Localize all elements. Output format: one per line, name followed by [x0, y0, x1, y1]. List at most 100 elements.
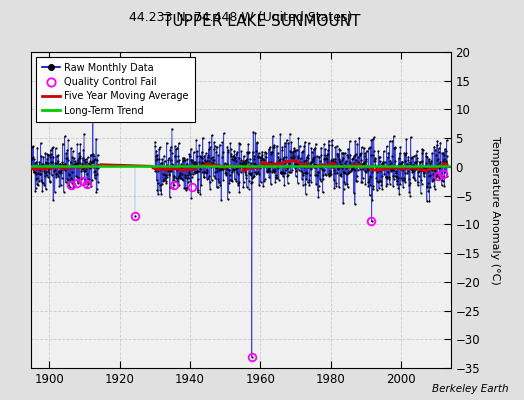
Point [349, 164, 357, 170]
Point [240, 164, 248, 171]
Point [89, 151, 97, 157]
Point [352, 157, 361, 163]
Point [247, 170, 255, 176]
Point [171, 143, 179, 149]
Point [185, 171, 194, 178]
Point [86, 180, 94, 186]
Point [402, 163, 411, 169]
Point [365, 192, 374, 199]
Point [271, 174, 280, 180]
Point [233, 149, 242, 155]
Point [188, 174, 196, 180]
Point [188, 156, 196, 163]
Point [289, 152, 297, 158]
Point [368, 183, 377, 189]
Point [285, 162, 293, 169]
Point [269, 133, 277, 139]
Point [265, 173, 274, 180]
Point [413, 158, 421, 165]
Point [358, 179, 366, 186]
Point [62, 150, 70, 156]
Point [199, 134, 207, 141]
Point [429, 165, 437, 172]
Point [46, 154, 54, 160]
Point [324, 137, 333, 144]
Point [266, 160, 275, 166]
Point [60, 165, 68, 171]
Point [276, 156, 284, 162]
Point [364, 165, 372, 171]
Point [70, 181, 79, 188]
Point [28, 155, 36, 161]
Point [442, 159, 451, 165]
Point [52, 152, 61, 159]
Point [195, 142, 203, 148]
Point [352, 151, 360, 157]
Point [69, 162, 78, 169]
Point [37, 177, 46, 183]
Point [228, 153, 237, 160]
Point [292, 158, 300, 164]
Point [198, 149, 206, 155]
Point [260, 178, 269, 184]
Point [419, 168, 427, 174]
Point [189, 171, 197, 178]
Point [331, 170, 340, 176]
Point [351, 201, 359, 208]
Point [30, 156, 38, 163]
Point [381, 165, 389, 171]
Point [308, 164, 316, 170]
Point [376, 168, 384, 174]
Point [244, 141, 253, 147]
Point [283, 172, 292, 178]
Point [355, 166, 364, 172]
Point [203, 158, 212, 165]
Point [208, 132, 216, 138]
Point [60, 133, 69, 140]
Point [386, 162, 395, 168]
Point [286, 169, 294, 176]
Point [159, 171, 167, 178]
Point [244, 149, 253, 156]
Point [267, 159, 275, 165]
Point [193, 148, 201, 155]
Point [173, 175, 182, 182]
Point [443, 153, 451, 159]
Point [352, 178, 360, 184]
Point [287, 149, 295, 156]
Point [269, 168, 278, 174]
Point [154, 180, 162, 186]
Point [438, 177, 446, 184]
Point [354, 154, 362, 160]
Point [46, 178, 54, 184]
Point [64, 137, 72, 143]
Point [184, 175, 193, 181]
Point [304, 164, 313, 170]
Point [281, 170, 289, 176]
Point [90, 153, 98, 160]
Point [89, 158, 97, 164]
Point [320, 155, 329, 162]
Point [428, 177, 436, 184]
Point [379, 148, 388, 154]
Point [381, 165, 390, 171]
Point [158, 181, 166, 188]
Point [219, 166, 227, 172]
Point [361, 150, 369, 156]
Point [391, 170, 400, 177]
Point [165, 172, 173, 178]
Point [439, 150, 447, 156]
Point [91, 171, 100, 178]
Point [319, 166, 327, 173]
Point [356, 151, 365, 157]
Point [155, 156, 163, 162]
Point [71, 161, 80, 167]
Point [258, 148, 266, 155]
Point [385, 174, 393, 180]
Point [66, 164, 74, 170]
Point [187, 195, 195, 201]
Point [284, 163, 292, 169]
Point [238, 167, 247, 173]
Point [278, 147, 286, 154]
Point [338, 149, 346, 156]
